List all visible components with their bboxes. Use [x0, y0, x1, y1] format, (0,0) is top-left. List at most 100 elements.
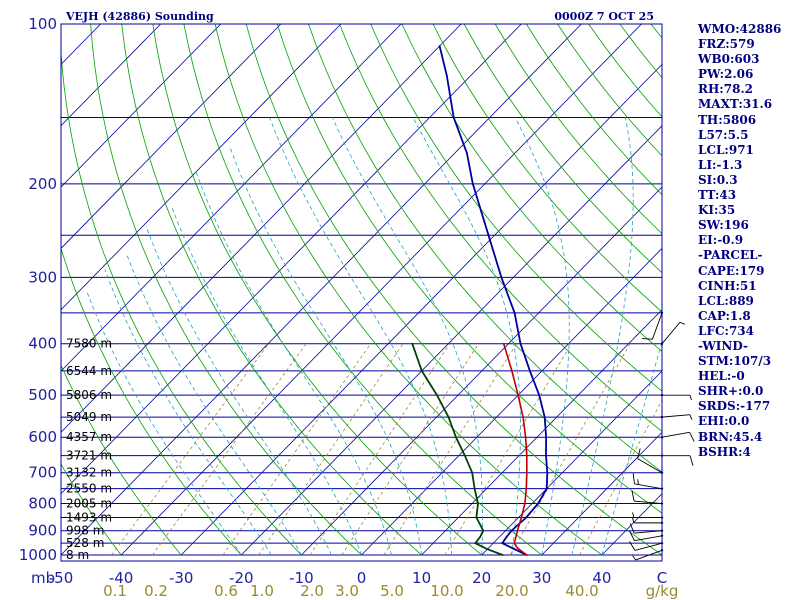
isotherm-line [180, 63, 662, 556]
mixing-ratio-label: 0.6 [214, 582, 238, 600]
height-label: 998 m [66, 524, 104, 538]
mixing-ratio-label: 10.0 [430, 582, 463, 600]
mixing-ratio-label: 5.0 [380, 582, 404, 600]
parcel-point [515, 534, 518, 537]
temperature-tick-label: 0 [357, 569, 367, 587]
dewpoint-point [477, 502, 479, 505]
mixing-ratio-label: 2.0 [300, 582, 324, 600]
moist-adiabat-line [601, 340, 662, 556]
isotherm-line [61, 24, 462, 433]
pressure-tick-label: 700 [28, 464, 57, 482]
barb-staff [635, 549, 663, 561]
barb-staff [652, 312, 663, 340]
pressure-tick-label: 500 [28, 386, 57, 404]
isotherm-line [421, 309, 662, 556]
dry-adiabat-line [152, 24, 482, 556]
dewpoint-point [471, 471, 474, 474]
barb-staff [634, 500, 663, 504]
barb-flag [629, 541, 636, 551]
moist-adiabat-line [229, 146, 422, 556]
temperature-point [471, 182, 474, 185]
pressure-tick-label: 100 [28, 15, 57, 33]
barb-staff [634, 542, 663, 551]
parcel-point [522, 416, 524, 418]
isotherm-line [241, 125, 662, 556]
mixing-ratio-label: g/kg [646, 582, 679, 600]
dry-adiabat-line [90, 24, 362, 556]
dewpoint-point [447, 416, 450, 418]
chart-title: VEJH (42886) Sounding [65, 10, 214, 23]
temperature-point [501, 542, 504, 545]
index-line: CAPE:179 [698, 263, 765, 278]
mixing-ratio-line [444, 343, 572, 556]
index-line: SW:196 [698, 218, 749, 233]
mixing-ratio-line [111, 343, 269, 556]
parcel-point [520, 516, 523, 519]
index-line: LCL:889 [698, 293, 754, 308]
index-line: EI:-0.9 [698, 233, 744, 248]
mixing-ratio-label: 3.0 [335, 582, 359, 600]
dewpoint-point [420, 370, 423, 372]
height-label: 1493 m [66, 511, 112, 525]
moist-adiabat-line [104, 269, 272, 556]
barb-flag [689, 432, 695, 442]
isotherm-line [61, 24, 282, 249]
temperature-point [538, 394, 541, 397]
mixing-ratio-line [152, 343, 307, 556]
index-line: WMO:42886 [698, 22, 782, 36]
mixing-ratio-label: 20.0 [495, 582, 528, 600]
parcel-point [525, 454, 528, 457]
height-label: 5049 m [66, 410, 112, 424]
barb-flag [689, 455, 694, 466]
barb-flag [637, 448, 641, 459]
temperature-tick-label: 10 [412, 569, 431, 587]
isotherm-line [361, 247, 662, 556]
plot-frame [60, 23, 663, 562]
barb-staff [637, 458, 663, 474]
temperature-point [452, 116, 455, 119]
temperature-point [519, 342, 522, 345]
temperature-point [510, 529, 513, 532]
height-label: 8 m [66, 548, 89, 562]
temperature-point [513, 312, 516, 314]
isotherm-line [301, 186, 662, 556]
index-line: MAXT:31.6 [698, 97, 773, 112]
pressure-unit-label: mb [31, 569, 55, 587]
barb-staff [661, 431, 690, 438]
isotherm-line [61, 24, 222, 188]
index-line: SHR+:0.0 [698, 384, 764, 399]
parcel-point [502, 342, 505, 345]
dewpoint-point [479, 536, 481, 538]
temperature-point [545, 436, 547, 439]
pressure-tick-label: 800 [28, 495, 57, 513]
sounding-traces [411, 45, 549, 556]
barb-flag [631, 490, 635, 502]
parcel-point [525, 487, 528, 490]
index-line: SI:0.3 [698, 172, 738, 187]
dry-adiabat-line [339, 24, 662, 432]
barb-flag [629, 531, 635, 541]
barb-half-flag [632, 512, 635, 518]
temperature-point [525, 516, 528, 519]
moist-adiabat-line [332, 117, 484, 556]
index-line: TT:43 [698, 188, 737, 203]
temperature-point [445, 74, 448, 77]
mixing-ratio-label: 40.0 [565, 582, 598, 600]
dry-adiabat-line [463, 24, 662, 274]
index-line: BSHR:4 [698, 444, 751, 459]
temperature-point [466, 152, 468, 155]
index-line: FRZ:579 [698, 37, 755, 52]
parcel-point [517, 394, 519, 397]
index-line: EHI:0.0 [698, 414, 750, 429]
dry-adiabat-line [370, 24, 662, 392]
dry-adiabat-line [121, 24, 422, 556]
height-label: 5806 m [66, 388, 112, 402]
moist-adiabat-line [125, 252, 302, 556]
index-line: L57:5.5 [698, 127, 749, 142]
mixing-ratio-label: 0.1 [103, 582, 127, 600]
barb-half-flag [632, 517, 635, 524]
temperature-point [513, 548, 516, 551]
temperature-tick-label: -50 [49, 569, 74, 587]
dry-adiabat-line [276, 24, 662, 514]
temperature-point [487, 234, 490, 237]
